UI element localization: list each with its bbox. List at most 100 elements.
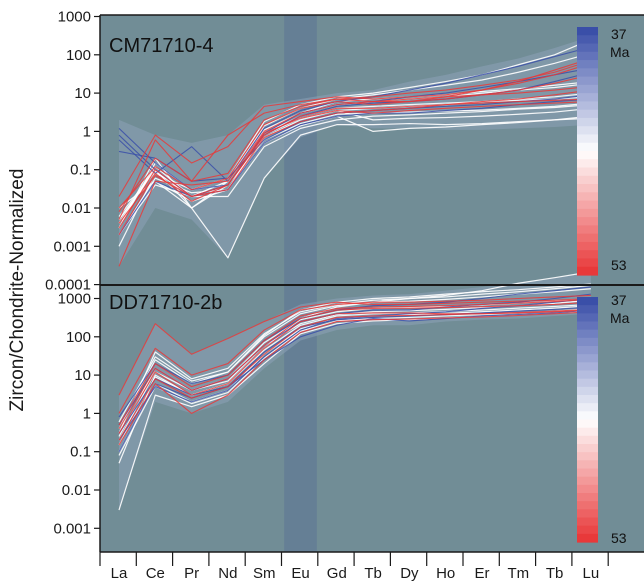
x-tick-label: Er [475,565,490,582]
colorbar-bottom-min-label: 53 [611,530,627,546]
colorbar-segment [577,435,598,445]
colorbar-segment [577,484,598,494]
panel-top-series [118,36,592,267]
series-line-white [118,283,591,423]
colorbar-segment [577,403,598,412]
colorbar-segment [577,476,598,486]
colorbar-segment [577,493,598,502]
series-line-red [118,57,592,209]
y-tick-label: 0.001 [53,520,91,537]
x-tick-label: Tb [364,565,382,582]
x-tick-label: Eu [291,565,309,582]
series-line-white [118,96,591,236]
series-line-white [118,117,591,259]
colorbar-segment [577,134,598,144]
colorbar-segment [577,233,598,243]
colorbars [577,27,598,543]
colorbar-segment [577,109,598,119]
colorbar-segment [577,76,598,86]
colorbar-segment [577,321,598,331]
series-line-red [118,74,592,220]
eu-anomaly-band [284,15,317,285]
colorbar-top-min-label: 53 [611,257,627,273]
x-tick-label: Sm [253,565,276,582]
colorbar-segment [577,370,598,380]
colorbar-segment [577,444,598,453]
colorbar-segment [577,354,598,363]
colorbar-segment [577,192,598,202]
colorbar-segment [577,51,598,61]
colorbar-segment [577,184,598,193]
y-tick-label: 0.1 [70,444,91,461]
series-line-red [118,60,592,213]
x-tick-label: Nd [218,565,237,582]
colorbar-segment [577,525,598,535]
x-tick-label: Tb [546,565,564,582]
colorbar-segment [577,501,598,510]
x-tick-label: Ho [436,565,455,582]
colorbar-segment [577,117,598,127]
colorbar-segment [577,258,598,268]
y-tick-label: 1000 [58,9,91,26]
panel-background [100,285,644,552]
series-line-red [118,301,591,429]
colorbar-segment [577,27,598,36]
x-tick-label: Gd [327,565,347,582]
colorbar-segment [577,378,598,388]
y-tick-label: 0.1 [70,162,91,179]
colorbar-segment [577,509,598,519]
panel-top-y-axis: 1000 100 10 1 0.1 0.01 0.001 0.0001 [45,9,101,294]
series-line-white [118,107,591,217]
colorbar-segment [577,419,598,429]
colorbar-segment [577,386,598,396]
colorbar-segment [577,43,598,53]
colorbar-segment [577,517,598,527]
colorbar-segment [577,101,598,111]
colorbar-segment [577,329,598,339]
x-tick-label: Dy [400,565,419,582]
x-tick-label: La [111,565,128,582]
x-tick-label: Pr [184,565,199,582]
colorbar-segment [577,217,598,226]
colorbar-segment [577,305,598,314]
colorbar-segment [577,533,598,543]
colorbar-segment [577,297,598,306]
colorbar-segment [577,151,598,160]
colorbar-segment [577,35,598,45]
colorbar-segment [577,395,598,404]
colorbar-segment [577,200,598,210]
x-tick-label: Tm [507,565,529,582]
colorbar-segment [577,362,598,372]
y-tick-label: 0.0001 [45,277,91,294]
series-line-white [118,104,591,220]
y-tick-label: 100 [66,47,91,64]
y-tick-label: 100 [66,329,91,346]
colorbar-segment [577,126,598,136]
panel-bottom-series [118,271,591,511]
y-tick-label: 1 [83,405,91,422]
colorbar-segment [577,241,598,251]
x-tick-label: Ce [146,565,165,582]
colorbar-segment [577,175,598,185]
x-tick-label: Lu [583,565,600,582]
series-line-red [118,294,591,414]
y-tick-label: 0.01 [62,200,91,217]
colorbar-segment [577,460,598,470]
colorbar-segment [577,93,598,102]
colorbar-segment [577,208,598,218]
series-line-blue [118,46,592,182]
colorbar-segment [577,452,598,461]
colorbar-segment [577,142,598,152]
colorbar-segment [577,167,598,177]
colorbar-top-unit-label: Ma [610,44,630,60]
y-axis-title: Zircon/Chondrite-Normalized [7,169,28,412]
y-tick-label: 10 [74,367,91,384]
colorbar-segment [577,427,598,437]
colorbar-segment [577,266,598,276]
series-line-red [118,101,591,236]
colorbar-segment [577,468,598,478]
y-tick-label: 0.001 [53,238,91,255]
colorbar-segment [577,84,598,94]
x-axis: La Ce Pr Nd Sm Eu Gd Tb Dy Ho Er Tm Tb Lu [99,14,644,582]
